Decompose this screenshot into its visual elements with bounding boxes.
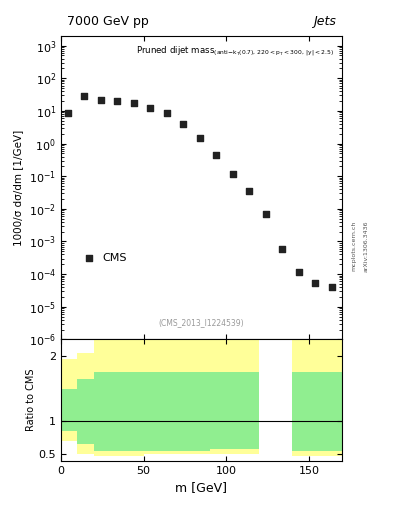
Y-axis label: 1000/σ dσ/dm [1/GeV]: 1000/σ dσ/dm [1/GeV] <box>13 130 23 246</box>
X-axis label: m [GeV]: m [GeV] <box>175 481 228 494</box>
CMS <box>130 98 137 106</box>
CMS <box>230 169 236 178</box>
CMS <box>114 97 120 105</box>
CMS <box>147 104 153 113</box>
CMS <box>279 245 286 253</box>
CMS <box>163 109 170 117</box>
CMS <box>64 109 71 117</box>
Text: arXiv:1306.3436: arXiv:1306.3436 <box>364 220 369 271</box>
Text: (CMS_2013_I1224539): (CMS_2013_I1224539) <box>159 318 244 327</box>
CMS <box>246 187 252 195</box>
CMS <box>329 283 335 291</box>
CMS <box>312 279 319 287</box>
Legend: CMS: CMS <box>81 248 132 267</box>
CMS <box>213 151 219 159</box>
Text: mcplots.cern.ch: mcplots.cern.ch <box>352 221 357 271</box>
Text: 7000 GeV pp: 7000 GeV pp <box>66 15 148 28</box>
CMS <box>263 210 269 218</box>
CMS <box>180 120 186 128</box>
CMS <box>196 134 203 142</box>
Y-axis label: Ratio to CMS: Ratio to CMS <box>26 369 36 431</box>
CMS <box>81 92 87 100</box>
CMS <box>296 267 302 275</box>
Text: Jets: Jets <box>313 15 336 28</box>
CMS <box>97 96 104 104</box>
Text: Pruned dijet mass$\mathregular{_{(anti\mathregular{-}k_T(0.7),\,220{<}p_T{<}300,: Pruned dijet mass$\mathregular{_{(anti\m… <box>136 45 334 59</box>
